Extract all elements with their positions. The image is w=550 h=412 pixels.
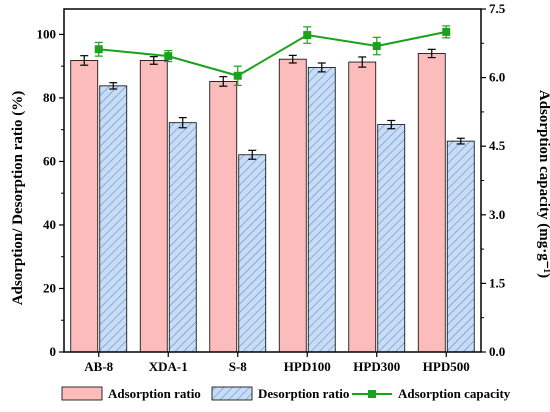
error-bar-adsorption <box>358 56 367 68</box>
y-tick-label-left: 0 <box>50 344 57 359</box>
y-tick-label-right: 6.0 <box>489 70 505 85</box>
y-tick-label-left: 80 <box>43 90 56 105</box>
bar-desorption <box>238 154 267 353</box>
legend-marker-capacity <box>368 390 376 398</box>
legend-label-capacity: Adsorption capacity <box>398 386 511 401</box>
x-tick-label: HPD500 <box>423 359 470 374</box>
legend-item-capacity: Adsorption capacity <box>352 386 511 401</box>
bar-desorption <box>99 85 128 353</box>
bar-adsorption <box>417 53 446 353</box>
legend: Adsorption ratio Desorption ratio Adsorpti… <box>61 386 511 401</box>
error-bar-desorption <box>317 62 326 73</box>
x-tick-label: HPD300 <box>353 359 400 374</box>
y-tick-label-right: 1.5 <box>489 275 506 290</box>
capacity-marker <box>442 27 451 36</box>
axes: 0 20 40 60 80 100 0.0 1.5 3.0 4.5 6.0 7.5 AB-8 XDA-1 S… <box>37 1 506 374</box>
error-bar-desorption <box>456 137 465 145</box>
y-tick-label-right: 7.5 <box>489 1 506 16</box>
error-bar-desorption <box>109 82 118 90</box>
error-bar-adsorption <box>149 56 158 65</box>
error-bar-adsorption <box>427 48 436 59</box>
y-tick-label-right: 3.0 <box>489 207 505 222</box>
legend-swatch-desorption <box>211 386 253 401</box>
plot-area <box>70 25 475 353</box>
y-tick-label-right: 0.0 <box>489 344 505 359</box>
bar-desorption <box>168 122 197 353</box>
error-bar-desorption <box>387 119 396 130</box>
capacity-marker <box>233 71 242 80</box>
bar-desorption <box>377 124 406 353</box>
capacity-line <box>98 30 447 77</box>
y-tick-label-left: 100 <box>37 26 57 41</box>
bar-desorption <box>307 67 336 353</box>
x-tick-label: S-8 <box>229 359 248 374</box>
legend-label-desorption: Desorption ratio <box>258 386 349 401</box>
bar-desorption <box>446 140 475 353</box>
bar-adsorption <box>348 61 377 353</box>
legend-swatch-adsorption <box>61 386 103 401</box>
y-tick-label-left: 20 <box>43 280 56 295</box>
error-bar-desorption <box>248 149 257 160</box>
y-tick-label-left: 40 <box>43 217 56 232</box>
error-bar-adsorption <box>80 55 89 66</box>
bar-adsorption <box>139 60 168 353</box>
error-bar-adsorption <box>219 76 228 87</box>
capacity-marker <box>303 31 312 40</box>
y-tick-label-right: 4.5 <box>489 138 506 153</box>
y-tick-label-left: 60 <box>43 153 56 168</box>
capacity-marker <box>164 52 173 61</box>
capacity-marker <box>94 45 103 54</box>
legend-item-adsorption: Adsorption ratio <box>61 386 201 401</box>
bar-adsorption <box>278 58 307 353</box>
x-tick-label: HPD100 <box>284 359 331 374</box>
bar-adsorption <box>70 60 99 353</box>
y-axis-title-right: Adsorption capacity (mg·g⁻¹) <box>536 90 550 278</box>
capacity-marker <box>372 42 381 51</box>
bar-adsorption <box>209 81 238 353</box>
legend-label-adsorption: Adsorption ratio <box>108 386 201 401</box>
error-bar-adsorption <box>288 54 297 64</box>
x-tick-label: AB-8 <box>84 359 113 374</box>
legend-item-desorption: Desorption ratio <box>211 386 349 401</box>
error-bar-desorption <box>178 117 187 129</box>
y-axis-title-left: Adsorption/ Desorption ratio (%) <box>10 91 26 306</box>
x-tick-label: XDA-1 <box>149 359 188 374</box>
